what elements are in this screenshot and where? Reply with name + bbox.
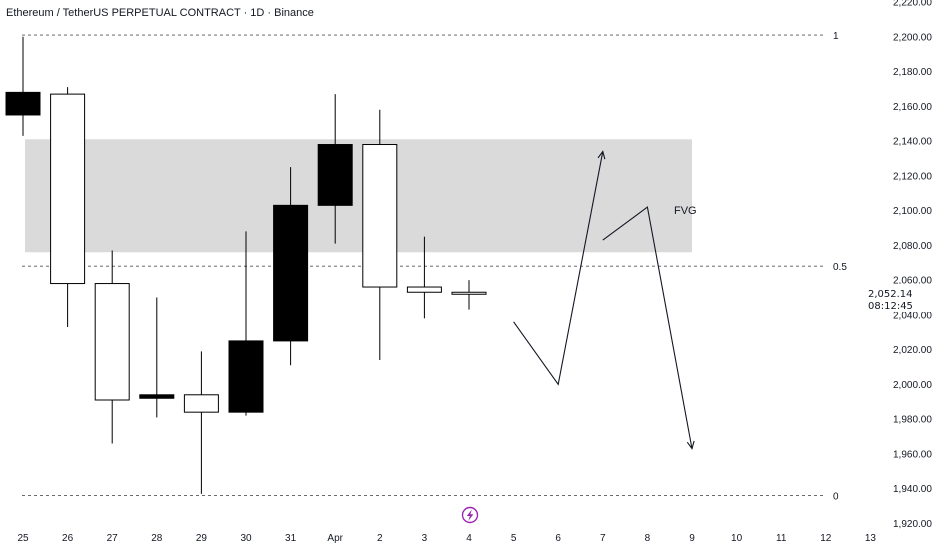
price-tick-label: 2,140.00 xyxy=(893,137,932,148)
price-tick-label: 2,220.00 xyxy=(893,0,932,9)
candle-body xyxy=(94,283,130,401)
date-tick-label: 13 xyxy=(865,533,877,544)
candle[interactable] xyxy=(50,87,86,328)
candle[interactable] xyxy=(317,94,353,244)
candle-body xyxy=(362,144,398,288)
date-tick-label: 11 xyxy=(776,533,787,544)
countdown-label: 08:12:45 xyxy=(868,301,913,312)
candle-body xyxy=(228,340,264,413)
date-tick-label: 6 xyxy=(555,533,561,544)
price-tick-label: 2,020.00 xyxy=(893,345,932,356)
candle[interactable] xyxy=(228,231,264,416)
price-tick-label: 2,040.00 xyxy=(893,310,932,321)
price-tick-label: 2,100.00 xyxy=(893,206,932,217)
candle-layer[interactable] xyxy=(5,36,487,494)
price-tick-label: 2,080.00 xyxy=(893,241,932,252)
date-tick-label: 2 xyxy=(377,533,383,544)
price-badge: 2,052.14 08:12:45 xyxy=(864,284,932,312)
fvg-layer: FVG xyxy=(25,139,697,253)
candle[interactable] xyxy=(451,280,487,310)
candle[interactable] xyxy=(94,250,130,444)
date-tick-label: 8 xyxy=(645,533,651,544)
candle-body xyxy=(317,144,353,206)
projection-path-down-arrowhead xyxy=(686,440,695,450)
candle[interactable] xyxy=(406,236,442,319)
date-tick-label: 3 xyxy=(422,533,428,544)
date-tick-label: 4 xyxy=(466,533,472,544)
fvg-zone xyxy=(25,139,692,253)
date-tick-label: 12 xyxy=(820,533,832,544)
date-tick-label: 31 xyxy=(285,533,297,544)
price-tick-label: 1,920.00 xyxy=(893,519,932,530)
projection-layer xyxy=(513,150,695,450)
price-tick-label: 2,200.00 xyxy=(893,32,932,43)
date-tick-label: 29 xyxy=(196,533,208,544)
candle[interactable] xyxy=(139,297,175,418)
date-tick-label: 9 xyxy=(689,533,695,544)
price-tick-label: 1,960.00 xyxy=(893,449,932,460)
projection-path-up xyxy=(513,151,604,386)
price-axis[interactable]: 1,920.00 1,940.00 1,960.00 1,980.00 2,000.00… xyxy=(893,0,932,530)
time-axis[interactable]: 25 26 27 28 29 30 31 Apr 2 3 4 5 6 7 8 9 10 11 12 13 xyxy=(17,533,876,544)
fib-level-label: 1 xyxy=(833,31,839,42)
projection-path-down xyxy=(602,206,693,449)
fib-level-label: 0 xyxy=(833,492,839,503)
fvg-label: FVG xyxy=(674,205,697,217)
last-price-label: 2,052.14 xyxy=(868,289,913,300)
price-tick-label: 2,060.00 xyxy=(893,276,932,287)
date-tick-label: Apr xyxy=(327,533,343,544)
projection-path-up-arrowhead xyxy=(597,150,606,160)
candle[interactable] xyxy=(5,36,41,136)
candle[interactable] xyxy=(273,167,309,366)
price-tick-label: 1,940.00 xyxy=(893,484,932,495)
date-tick-label: 10 xyxy=(731,533,743,544)
candle[interactable] xyxy=(362,109,398,361)
date-tick-label: 28 xyxy=(151,533,163,544)
lightning-icon[interactable] xyxy=(461,506,479,524)
price-tick-label: 2,000.00 xyxy=(893,380,932,391)
fib-level-label: 0.5 xyxy=(833,262,847,273)
date-tick-label: 27 xyxy=(107,533,119,544)
date-tick-label: 30 xyxy=(240,533,252,544)
candle-body xyxy=(5,91,41,116)
price-tick-label: 2,160.00 xyxy=(893,102,932,113)
candle-body xyxy=(50,93,86,285)
candle-body xyxy=(273,204,309,342)
price-tick-label: 2,120.00 xyxy=(893,171,932,182)
candle-body xyxy=(406,286,442,293)
price-tick-label: 1,980.00 xyxy=(893,415,932,426)
candle-body xyxy=(139,394,175,399)
date-tick-label: 5 xyxy=(511,533,517,544)
date-tick-label: 26 xyxy=(62,533,74,544)
candle-body xyxy=(451,291,487,295)
candle-body xyxy=(183,394,219,413)
date-tick-label: 25 xyxy=(17,533,29,544)
price-tick-label: 2,180.00 xyxy=(893,67,932,78)
chart-title: Ethereum / TetherUS PERPETUAL CONTRACT ·… xyxy=(6,7,314,19)
candle[interactable] xyxy=(183,351,219,494)
date-tick-label: 7 xyxy=(600,533,606,544)
